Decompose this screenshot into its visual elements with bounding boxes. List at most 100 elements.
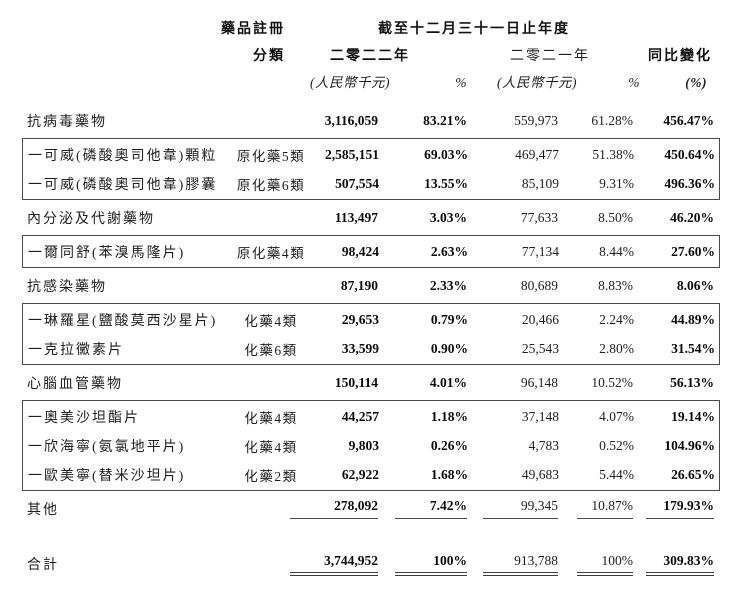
table-header-line2: 分類 二零二二年 二零二一年 同比變化	[22, 38, 720, 65]
yoy-change-value: 179.93%	[633, 498, 720, 519]
percent-2021: 61.28%	[591, 112, 633, 128]
yoy-percent-unit: (%)	[685, 75, 707, 90]
product-row: 一克拉黴素片 化藥6類 33,599 0.90% 25,543 2.80% 31.54%	[23, 334, 719, 363]
category-row: 抗病毒藥物 3,116,059 83.21% 559,973 61.28% 456.47%	[22, 103, 720, 138]
value-2022: 29,653	[341, 311, 379, 327]
percent-2021: 2.24%	[599, 311, 634, 327]
year-2021-header: 二零二一年	[510, 49, 590, 64]
grouped-products-box: 一爾同舒(苯溴馬隆片) 原化藥4類 98,424 2.63% 77,134 8.44% 27…	[22, 235, 720, 268]
product-name: 一琳羅星(鹽酸莫西沙星片)	[28, 313, 218, 329]
category-name: 內分泌及代謝藥物	[27, 211, 155, 227]
product-name: 一奧美沙坦酯片	[28, 410, 140, 426]
registration-class: 原化藥6類	[236, 177, 306, 193]
yoy-change-value: 496.36%	[664, 175, 715, 191]
year-2022-header: 二零二二年	[330, 49, 410, 64]
product-row: 一歐美寧(替米沙坦片) 化藥2類 62,922 1.68% 49,683 5.44% 26.…	[23, 460, 719, 489]
yoy-change-value: 56.13%	[670, 374, 714, 390]
unit-rmb-thousand-2021: (人民幣千元)	[497, 75, 577, 90]
value-2021: 49,683	[521, 466, 559, 482]
percent-2022: 1.18%	[430, 408, 468, 424]
value-2021: 80,689	[520, 277, 558, 293]
value-2022: 278,092	[290, 498, 378, 519]
registration-class: 原化藥4類	[236, 245, 306, 261]
product-name: 一歐美寧(替米沙坦片)	[28, 468, 186, 484]
percent-2022: 2.33%	[429, 277, 467, 293]
other-row: 其他 278,092 7.42% 99,345 10.87% 179.93%	[22, 491, 720, 526]
percent-2022: 3.03%	[429, 209, 467, 225]
product-name: 一可威(磷酸奧司他韋)顆粒	[28, 148, 218, 164]
value-2021: 37,148	[521, 408, 559, 424]
percent-2022: 2.63%	[430, 243, 468, 259]
percent-2022: 0.26%	[430, 437, 468, 453]
total-rule: 100%	[577, 553, 633, 576]
yoy-change-value: 44.89%	[671, 311, 715, 327]
yoy-change-value: 456.47%	[663, 112, 714, 128]
percent-2022: 0.79%	[430, 311, 468, 327]
product-row: 一奧美沙坦酯片 化藥4類 44,257 1.18% 37,148 4.07% 19.14%	[23, 402, 719, 431]
percent-2021: 51.38%	[592, 146, 634, 162]
product-name: 一可威(磷酸奧司他韋)膠囊	[28, 177, 218, 193]
percent-header-2022: %	[455, 75, 467, 90]
yoy-change-value: 31.54%	[671, 340, 715, 356]
yoy-change-value: 19.14%	[671, 408, 715, 424]
value-2021: 99,345	[467, 498, 558, 519]
percent-2022: 69.03%	[424, 146, 468, 162]
subtotal-rule: 278,092	[290, 498, 378, 519]
value-2022: 9,803	[348, 437, 379, 453]
value-2022: 2,585,151	[325, 146, 379, 162]
value-2022: 150,114	[334, 374, 378, 390]
product-row: 一欣海寧(氨氯地平片) 化藥4類 9,803 0.26% 4,783 0.52% 104.9…	[23, 431, 719, 460]
percent-2022: 0.90%	[430, 340, 468, 356]
grouped-products-box: 一奧美沙坦酯片 化藥4類 44,257 1.18% 37,148 4.07% 19.14% 一…	[22, 400, 720, 491]
yoy-change-value: 104.96%	[664, 437, 715, 453]
category-name: 其他	[27, 502, 59, 518]
total-rule: 100%	[395, 553, 467, 576]
percent-2022: 100%	[378, 553, 467, 576]
yoy-change-value: 46.20%	[670, 209, 714, 225]
value-2021: 85,109	[521, 175, 559, 191]
value-2021: 25,543	[521, 340, 559, 356]
table-header-units: (人民幣千元) % (人民幣千元) % (%)	[22, 65, 720, 91]
registration-class: 化藥4類	[244, 439, 298, 455]
product-name: 一爾同舒(苯溴馬隆片)	[28, 245, 186, 261]
value-2021: 20,466	[521, 311, 559, 327]
registration-class-header-line2: 分類	[253, 49, 285, 64]
percent-2022: 1.68%	[430, 466, 468, 482]
value-2021: 469,477	[515, 146, 559, 162]
value-2022: 87,190	[340, 277, 378, 293]
yoy-change-value: 309.83%	[633, 553, 720, 576]
percent-2021: 9.31%	[599, 175, 634, 191]
percent-2021: 100%	[558, 553, 633, 576]
value-2022: 507,554	[335, 175, 379, 191]
registration-class-header-line1: 藥品註冊	[221, 22, 285, 37]
percent-2021: 8.83%	[598, 277, 633, 293]
yoy-change-value: 8.06%	[676, 277, 714, 293]
registration-class: 化藥4類	[244, 410, 298, 426]
value-2021: 77,134	[521, 243, 559, 259]
value-2021: 913,788	[467, 553, 558, 576]
total-rule: 309.83%	[646, 553, 714, 576]
percent-header-2021: %	[628, 75, 640, 90]
registration-class: 化藥2類	[244, 468, 298, 484]
grouped-products-box: 一可威(磷酸奧司他韋)顆粒 原化藥5類 2,585,151 69.03% 469,477…	[22, 138, 720, 200]
percent-2021: 10.87%	[558, 498, 633, 519]
percent-2021: 5.44%	[599, 466, 634, 482]
percent-2021: 4.07%	[599, 408, 634, 424]
value-2022: 113,497	[334, 209, 378, 225]
category-name: 抗病毒藥物	[27, 114, 107, 130]
total-rule: 913,788	[483, 553, 558, 576]
percent-2021: 8.44%	[599, 243, 634, 259]
category-name: 合計	[27, 558, 59, 573]
percent-2022: 7.42%	[378, 498, 467, 519]
total-rule: 3,744,952	[290, 553, 378, 576]
value-2022: 3,744,952	[290, 553, 378, 576]
percent-2021: 2.80%	[599, 340, 634, 356]
value-2021: 559,973	[514, 112, 558, 128]
registration-class: 化藥6類	[244, 342, 298, 358]
yoy-change-header: 同比變化	[648, 49, 712, 64]
registration-class: 化藥4類	[244, 313, 298, 329]
category-name: 心腦血管藥物	[27, 376, 123, 392]
percent-2021: 10.52%	[591, 374, 633, 390]
product-row: 一爾同舒(苯溴馬隆片) 原化藥4類 98,424 2.63% 77,134 8.44% 27…	[23, 237, 719, 266]
